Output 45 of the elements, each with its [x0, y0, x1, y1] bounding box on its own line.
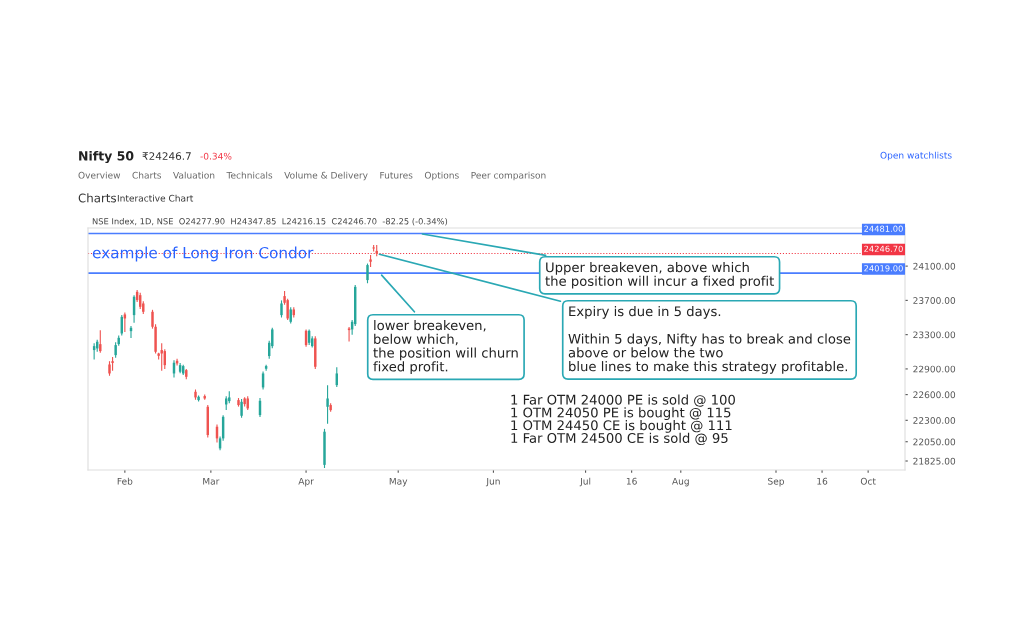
x-tick-label: 16 — [817, 477, 828, 485]
text: Open watchlists — [880, 151, 952, 161]
y-tick-label: 21825.00 — [913, 457, 956, 465]
annotation: Upper breakeven, above which the position will incur a fixed profit — [545, 262, 774, 289]
y-tick-label: 22600.00 — [913, 391, 956, 399]
x-tick-label: May — [389, 477, 408, 487]
y-tick-label: 24100.00 — [913, 262, 956, 270]
x-tick-label: Apr — [298, 477, 314, 487]
y-tick-label: 22300.00 — [913, 417, 956, 424]
annotation: 1 Far OTM 24000 PE is sold @ 100 1 OTM 24050 PE is bought @ 115 1 OTM 24450 CE is bought @ 111 1 Far OTM 24500 CE is sold @ 95 — [511, 394, 735, 446]
y-tick-label: 22900.00 — [913, 365, 956, 373]
candlestick — [108, 360, 111, 377]
text: Interactive Chart — [117, 194, 194, 202]
candlestick — [240, 398, 243, 419]
candlestick — [280, 299, 283, 319]
candlestick — [194, 388, 197, 401]
y-tick-label: 22050.00 — [913, 438, 956, 446]
x-tick-label: Aug — [672, 477, 689, 487]
y-tick-label: 23700.00 — [913, 297, 956, 304]
x-tick-label: Sep — [768, 477, 785, 487]
ref-line-label: 24481.00 — [864, 225, 903, 232]
x-tick-label: Jun — [485, 477, 500, 487]
candlestick — [99, 329, 102, 354]
text: Overview Charts Valuation Technicals Volume & Delivery Futures Options Peer comparison — [78, 171, 546, 181]
x-tick-label: Feb — [117, 477, 133, 485]
ref-line-label: 24019.00 — [864, 265, 903, 272]
y-tick-label: 23300.00 — [913, 331, 956, 339]
ref-line-label: 24246.70 — [864, 245, 903, 252]
x-tick-label: 16 — [626, 477, 637, 485]
candlestick — [237, 397, 240, 408]
chart-title: Nifty 50 — [79, 150, 134, 164]
text: Charts — [78, 193, 117, 203]
annotation: example of Long Iron Condor — [92, 246, 314, 262]
annotation: Expiry is due in 5 days. Within 5 days, Nifty has to break and close above or below the two blue lines to make this strategy profitable. — [568, 306, 851, 374]
candlestick — [326, 384, 329, 425]
x-tick-label: Oct — [860, 477, 876, 485]
candlestick — [366, 262, 369, 284]
candlestick — [347, 326, 351, 343]
x-tick-label: Mar — [203, 477, 220, 485]
candlestick — [323, 428, 326, 469]
chart-subtitle: NSE Index, 1D, NSE O24277.90 H24347.85 L24216.15 C24246.70 -82.25 (-0.34%) — [92, 217, 448, 226]
text: -0.34% — [200, 152, 232, 160]
text: ₹24246.7 — [142, 152, 191, 161]
x-tick-label: Jul — [579, 477, 591, 487]
annotation: lower breakeven, below which, the position will churn fixed profit. — [373, 320, 518, 375]
